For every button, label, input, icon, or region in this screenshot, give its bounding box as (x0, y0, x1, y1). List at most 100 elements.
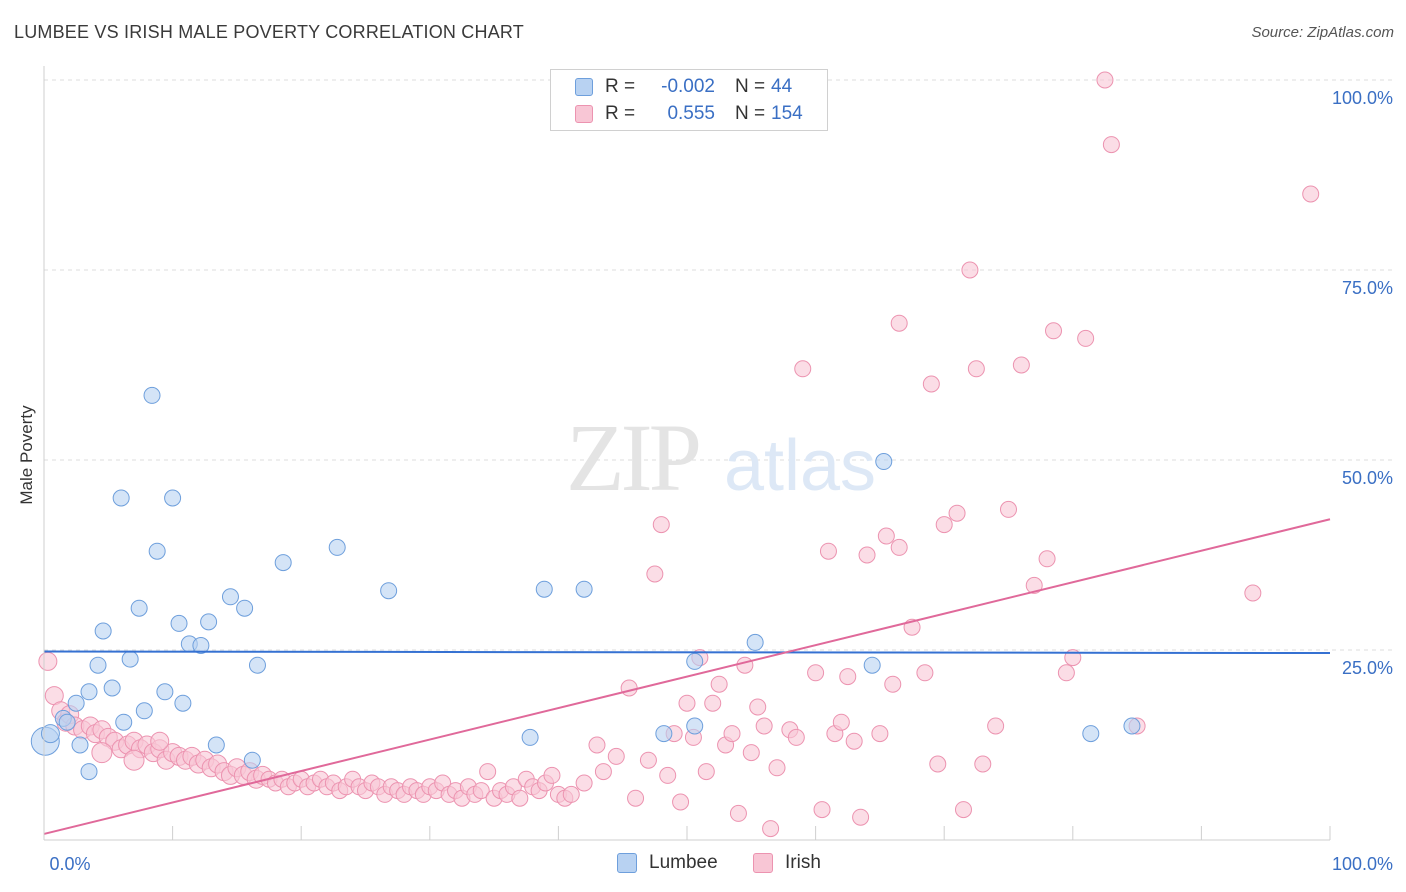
irish-point (794, 360, 812, 378)
lumbee-point (67, 694, 85, 712)
irish-point (543, 766, 561, 784)
irish-point (935, 516, 953, 534)
irish-point (1244, 584, 1262, 602)
irish-point (967, 360, 985, 378)
y-tick-label: 75.0% (1342, 278, 1393, 298)
irish-point (123, 749, 145, 771)
lumbee-point (121, 650, 139, 668)
irish-point (652, 516, 670, 534)
lumbee-point (174, 694, 192, 712)
irish-point (575, 774, 593, 792)
lumbee-point (148, 542, 166, 560)
lumbee-swatch (575, 78, 593, 96)
legend-r-value: -0.002 (661, 76, 715, 97)
lumbee-point (115, 713, 133, 731)
irish-point (704, 694, 722, 712)
lumbee-point (380, 582, 398, 600)
lumbee-point (130, 599, 148, 617)
irish-point (723, 725, 741, 743)
lumbee-point (746, 633, 764, 651)
lumbee-point (575, 580, 593, 598)
irish-point (987, 717, 1005, 735)
lumbee-point (164, 489, 182, 507)
irish-point (594, 763, 612, 781)
irish-point (749, 698, 767, 716)
y-tick-label: 50.0% (1342, 468, 1393, 488)
lumbee-point (207, 736, 225, 754)
lumbee-point (80, 763, 98, 781)
irish-point (1057, 664, 1075, 682)
axes: 0.0% 100.0% (43, 66, 1393, 874)
irish-point (852, 808, 870, 826)
irish-point (607, 747, 625, 765)
legend-row-lumbee: R = -0.002 N = 44 (575, 75, 811, 99)
lumbee-point (248, 656, 266, 674)
legend-n-label: N = (735, 76, 766, 97)
lumbee-point (71, 736, 89, 754)
irish-point (1025, 576, 1043, 594)
watermark-zip: ZIP (566, 404, 699, 511)
irish-point (1096, 71, 1114, 89)
irish-point (813, 801, 831, 819)
bottom-legend-lumbee-label: Lumbee (649, 852, 718, 873)
irish-point (472, 782, 490, 800)
watermark-atlas: atlas (724, 426, 876, 506)
irish-point (961, 261, 979, 279)
irish-point (38, 651, 58, 671)
irish-swatch (753, 853, 773, 873)
lumbee-point (328, 538, 346, 556)
lumbee-point (875, 453, 893, 471)
irish-point (890, 314, 908, 332)
irish-point (839, 668, 857, 686)
lumbee-point (40, 724, 60, 744)
legend: R = -0.002 N = 44 R = 0.555 N = 154 (550, 69, 828, 131)
irish-point (678, 694, 696, 712)
chart-title: LUMBEE VS IRISH MALE POVERTY CORRELATION… (14, 22, 524, 42)
y-tick-label: 100.0% (1332, 88, 1393, 108)
legend-r-label: R = (605, 76, 636, 97)
irish-point (871, 725, 889, 743)
irish-point (1302, 185, 1320, 203)
irish-point (1077, 329, 1095, 347)
irish-point (787, 728, 805, 746)
irish-point (807, 664, 825, 682)
irish-point (877, 527, 895, 545)
bottom-legend-irish[interactable]: Irish (753, 852, 821, 874)
irish-point (845, 732, 863, 750)
legend-r-value: 0.555 (667, 103, 715, 124)
legend-n-label: N = (735, 103, 766, 124)
lumbee-point (156, 683, 174, 701)
irish-point (729, 804, 747, 822)
lumbee-point (221, 588, 239, 606)
lumbee-point (200, 613, 218, 631)
irish-point (150, 731, 170, 751)
bottom-legend-lumbee[interactable]: Lumbee (617, 852, 718, 874)
irish-point (1038, 550, 1056, 568)
irish-point (697, 763, 715, 781)
irish-point (858, 546, 876, 564)
legend-n-value: 44 (771, 76, 793, 97)
irish-point (954, 801, 972, 819)
lumbee-point (1123, 717, 1141, 735)
lumbee-point (686, 652, 704, 670)
source-credit: Source: ZipAtlas.com (1251, 24, 1394, 41)
irish-point (890, 538, 908, 556)
legend-row-irish: R = 0.555 N = 154 (575, 102, 811, 126)
lumbee-point (863, 656, 881, 674)
irish-point (742, 744, 760, 762)
irish-point (762, 820, 780, 838)
x-tick-label: 100.0% (1332, 854, 1393, 874)
irish-point (974, 755, 992, 773)
gridlines: 25.0% 50.0% 75.0% 100.0% (44, 79, 1393, 678)
trendlines (43, 518, 1331, 835)
lumbee-trendline (43, 650, 1331, 655)
lumbee-point (143, 386, 161, 404)
irish-point (819, 542, 837, 560)
irish-point (916, 664, 934, 682)
lumbee-point (89, 656, 107, 674)
irish-point (562, 785, 580, 803)
irish-point (755, 717, 773, 735)
irish-point (832, 713, 850, 731)
lumbee-point (170, 614, 188, 632)
irish-point (646, 565, 664, 583)
